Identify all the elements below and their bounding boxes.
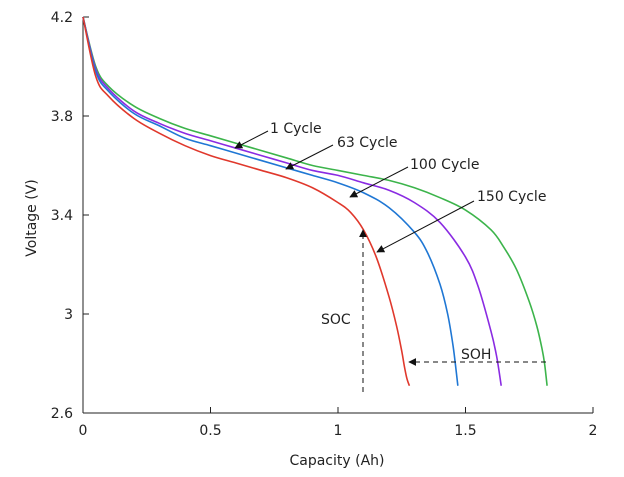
annotation-label-soh: SOH (461, 347, 491, 363)
y-tick-label: 4.2 (51, 10, 73, 26)
x-tick-label: 0.5 (199, 423, 221, 439)
arrow-1-cycle (234, 130, 269, 149)
annotation-label-150-cycle: 150 Cycle (477, 189, 546, 205)
x-tick-label: 1.5 (454, 423, 476, 439)
y-tick-label: 3.8 (51, 109, 73, 125)
series-line-150-cycle (82, 16, 411, 387)
annotation-label-63-cycle: 63 Cycle (337, 135, 398, 151)
axes: 0 0.5 1 1.5 2 2.6 3 3.4 3.8 4.2 (51, 10, 598, 439)
x-tick-label: 2 (589, 423, 598, 439)
arrow-150-cycle (376, 200, 475, 253)
x-axis-title: Capacity (Ah) (289, 453, 384, 469)
series-line-1-cycle (82, 16, 548, 386)
x-tick-label: 0 (79, 423, 88, 439)
annotation-label-1-cycle: 1 Cycle (270, 121, 322, 137)
arrow-63-cycle (285, 144, 334, 170)
series-lines (82, 16, 548, 387)
x-tick-label: 1 (334, 423, 343, 439)
y-axis-title: Voltage (V) (24, 179, 40, 256)
series-line-100-cycle (82, 16, 459, 386)
annotation-label-100-cycle: 100 Cycle (410, 157, 479, 173)
y-tick-label: 2.6 (51, 406, 73, 422)
arrow-100-cycle (349, 166, 409, 198)
series-line-63-cycle (82, 16, 502, 386)
annotation-label-soc: SOC (321, 312, 351, 328)
annotations: 1 Cycle 63 Cycle 100 Cycle 150 Cycle SOC SOH (234, 121, 546, 392)
y-tick-label: 3 (64, 307, 73, 323)
y-tick-label: 3.4 (51, 208, 73, 224)
